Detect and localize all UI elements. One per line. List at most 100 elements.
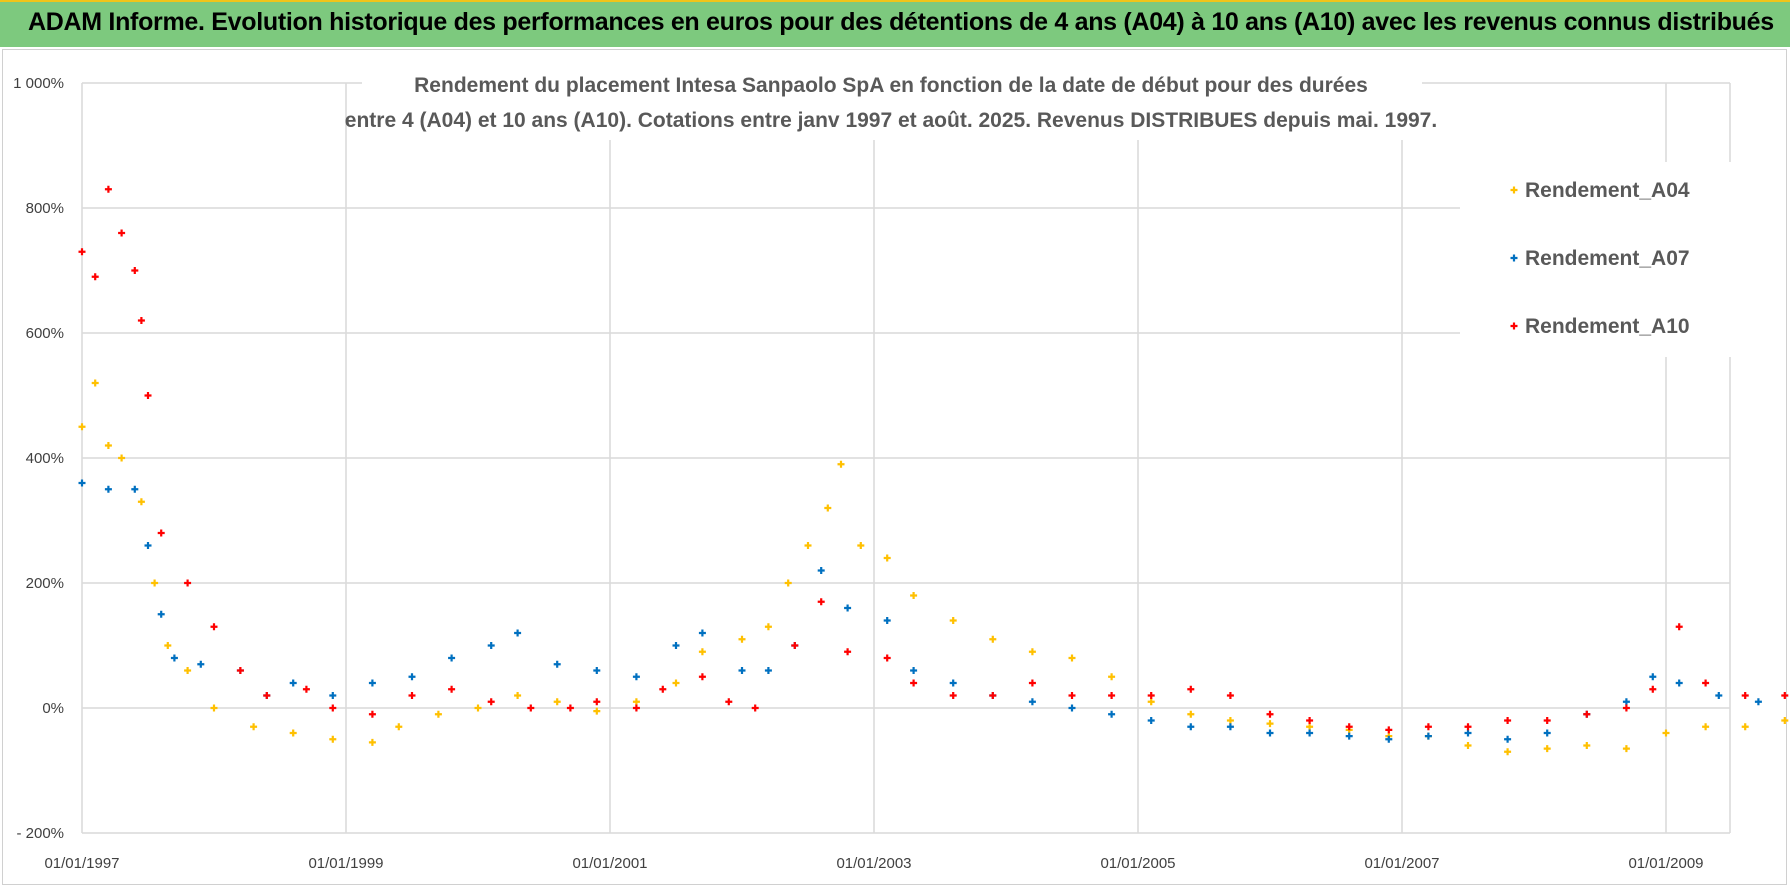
data-point (883, 617, 891, 624)
data-point (1504, 717, 1512, 724)
data-point (857, 542, 865, 549)
data-point (698, 629, 706, 637)
data-point (408, 692, 416, 699)
data-point (487, 642, 495, 649)
data-point (1226, 717, 1234, 724)
data-point (1504, 748, 1512, 756)
chart-title-line-2: entre 4 (A04) et 10 ans (A10). Cotations… (345, 109, 1437, 132)
data-point (698, 648, 706, 656)
data-point (1424, 723, 1432, 731)
data-point (131, 267, 139, 274)
data-point (1108, 710, 1116, 718)
data-point (1622, 698, 1630, 706)
data-point (725, 698, 733, 706)
data-point (1187, 723, 1195, 731)
y-tick-label: 400% (26, 450, 64, 467)
data-point (1675, 679, 1683, 687)
data-point (1028, 698, 1036, 706)
data-point (698, 673, 706, 681)
data-point (1622, 745, 1630, 753)
data-point (184, 579, 192, 587)
data-point (632, 704, 640, 712)
x-tick-label: 01/01/1999 (308, 855, 383, 872)
data-point (593, 707, 601, 715)
legend-label: Rendement_A07 (1525, 247, 1690, 270)
series-A04 (78, 379, 1789, 756)
data-point (197, 660, 205, 668)
data-point (104, 485, 112, 493)
data-point (514, 692, 522, 699)
data-point (1464, 723, 1472, 731)
legend-marker (1510, 322, 1518, 330)
data-point (1464, 729, 1472, 737)
data-point (157, 610, 165, 618)
data-point (487, 698, 495, 706)
data-point (289, 679, 297, 687)
data-point (1702, 723, 1710, 731)
data-point (1504, 735, 1512, 743)
data-point (1715, 692, 1723, 699)
data-point (1345, 723, 1353, 731)
data-point (118, 229, 126, 237)
data-point (1543, 729, 1551, 737)
data-point (553, 698, 561, 706)
data-point (137, 498, 145, 506)
data-point (91, 379, 99, 387)
data-point (151, 579, 159, 587)
data-point (1543, 717, 1551, 724)
data-point (1583, 710, 1591, 718)
data-point (329, 692, 337, 699)
data-point (250, 723, 258, 731)
data-point (1266, 710, 1274, 718)
data-point (1266, 729, 1274, 737)
data-point (1187, 685, 1195, 693)
data-point (910, 667, 918, 674)
data-point (738, 635, 746, 643)
report-title: ADAM Informe. Evolution historique des p… (28, 8, 1774, 36)
data-point (1385, 726, 1393, 734)
data-point (1385, 735, 1393, 743)
data-point (764, 667, 772, 674)
data-point (632, 698, 640, 706)
data-point (368, 679, 376, 687)
data-point (1068, 692, 1076, 699)
data-point (1662, 729, 1670, 737)
data-point (434, 710, 442, 718)
data-point (751, 704, 759, 712)
data-point (949, 679, 957, 687)
report-banner: ADAM Informe. Evolution historique des p… (0, 0, 1790, 47)
chart-title: Rendement du placement Intesa Sanpaolo S… (345, 66, 1437, 140)
data-point (1702, 679, 1710, 687)
data-point (883, 554, 891, 562)
series-A07 (78, 479, 1762, 743)
data-point (104, 185, 112, 193)
data-point (1028, 679, 1036, 687)
data-point (1345, 732, 1353, 740)
data-point (514, 629, 522, 637)
data-point (368, 738, 376, 746)
data-points (78, 185, 1789, 756)
data-point (844, 648, 852, 656)
data-point (949, 617, 957, 624)
data-point (910, 679, 918, 687)
data-point (329, 735, 337, 743)
data-point (118, 454, 126, 462)
data-point (1028, 648, 1036, 656)
data-point (844, 604, 852, 612)
data-point (764, 623, 772, 631)
legend-marker (1510, 186, 1518, 194)
x-tick-label: 01/01/2003 (836, 855, 911, 872)
data-point (837, 460, 845, 468)
data-point (527, 704, 535, 712)
data-point (804, 542, 812, 549)
data-point (474, 704, 482, 712)
chart-frame (2, 49, 1787, 885)
data-point (1306, 723, 1314, 731)
x-tick-label: 01/01/1997 (44, 855, 119, 872)
y-axis-tick-labels: - 200% 0% 200% 400% 600% 800% 1 000% (13, 75, 64, 842)
series-A10 (78, 185, 1789, 734)
data-point (302, 685, 310, 693)
data-point (1226, 723, 1234, 731)
data-point (1675, 623, 1683, 631)
x-tick-label: 01/01/2001 (572, 855, 647, 872)
